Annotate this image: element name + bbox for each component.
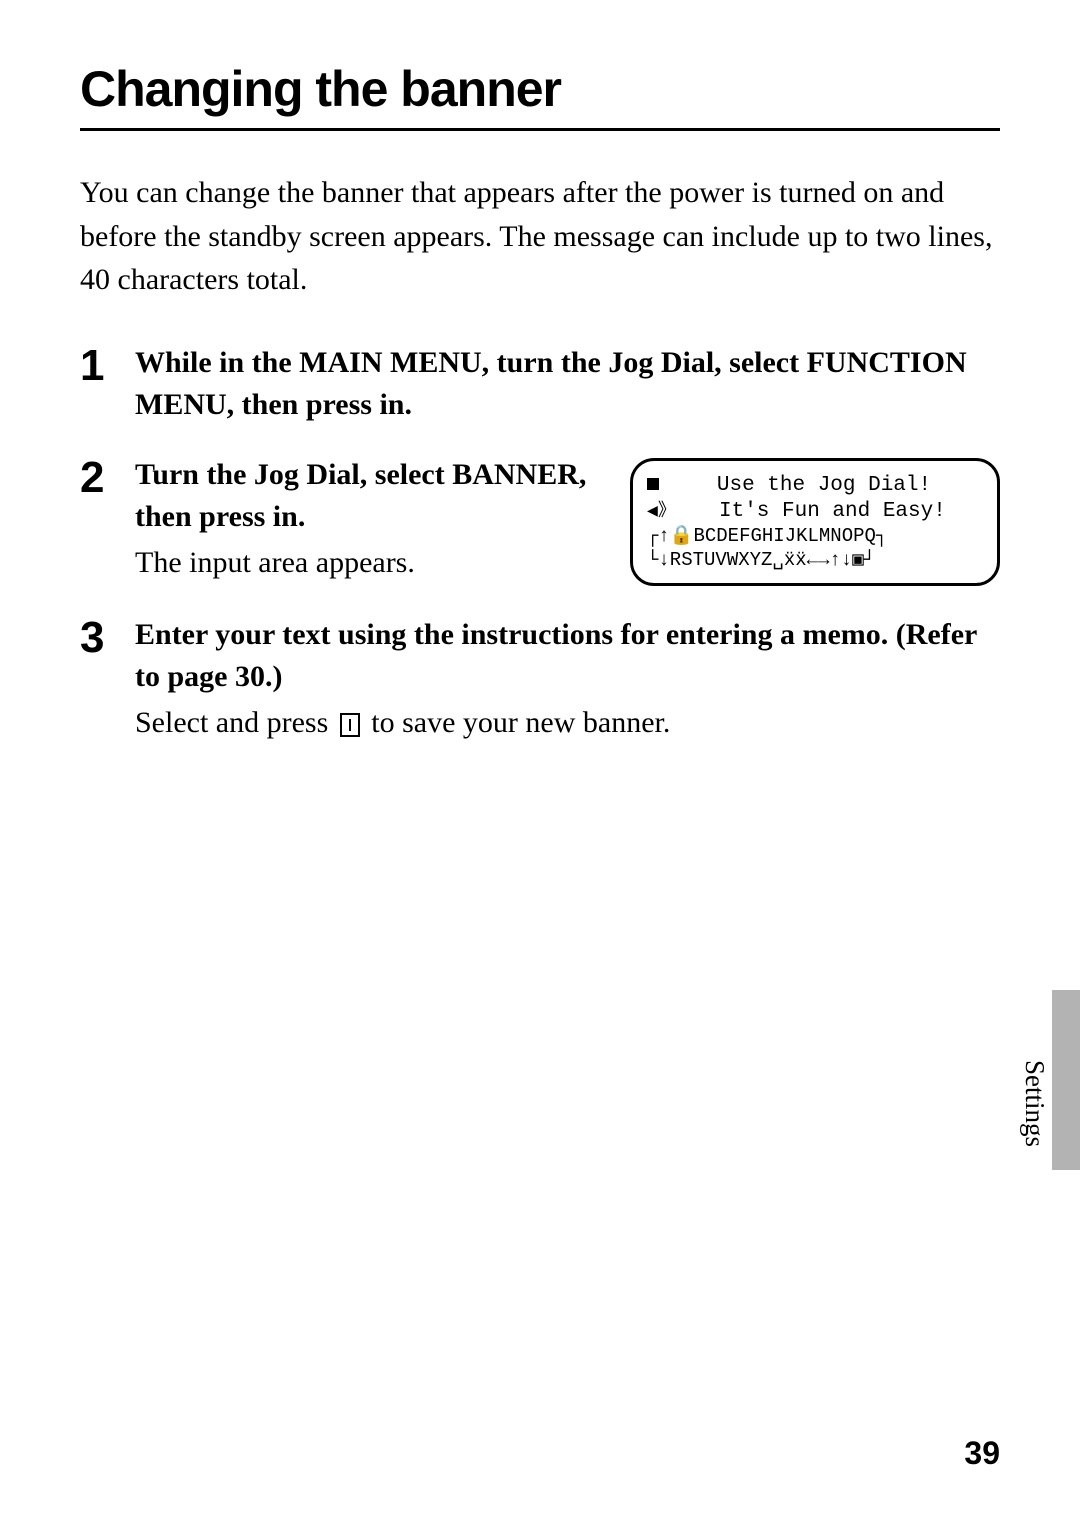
- lcd-char-row-2: └↓RSTUVWXYZ␣ẍẍ←→↑↓▣┘: [647, 549, 983, 573]
- section-label: Settings: [1019, 1060, 1050, 1147]
- title-underline: [80, 128, 1000, 131]
- lcd-line-1: Use the Jog Dial!: [665, 473, 983, 499]
- section-tab: [1052, 990, 1080, 1170]
- step-instruction: Turn the Jog Dial, select BANNER, then p…: [135, 454, 606, 538]
- page-title: Changing the banner: [80, 60, 1000, 118]
- step-1: 1 While in the MAIN MENU, turn the Jog D…: [80, 342, 1000, 426]
- lcd-char-row-1: ┌↑🔒BCDEFGHIJKLMNOPQ┐: [647, 525, 983, 549]
- speaker-icon: ◀》: [647, 501, 676, 524]
- step-2: 2 Turn the Jog Dial, select BANNER, then…: [80, 454, 1000, 586]
- step-instruction: Enter your text using the instructions f…: [135, 614, 1000, 698]
- step-number: 3: [80, 616, 135, 660]
- save-icon: [340, 713, 360, 737]
- lcd-screen-illustration: Use the Jog Dial! ◀》 It's Fun and Easy! …: [630, 458, 1000, 586]
- step-description: The input area appears.: [135, 542, 606, 584]
- step-number: 1: [80, 344, 135, 388]
- page-number: 39: [964, 1435, 1000, 1472]
- step-instruction: While in the MAIN MENU, turn the Jog Dia…: [135, 342, 1000, 426]
- lcd-line-2: It's Fun and Easy!: [682, 499, 983, 525]
- step-3: 3 Enter your text using the instructions…: [80, 614, 1000, 744]
- step-description: Select and press to save your new banner…: [135, 702, 1000, 744]
- intro-paragraph: You can change the banner that appears a…: [80, 171, 1000, 302]
- step-number: 2: [80, 456, 135, 500]
- cursor-icon: [647, 473, 659, 499]
